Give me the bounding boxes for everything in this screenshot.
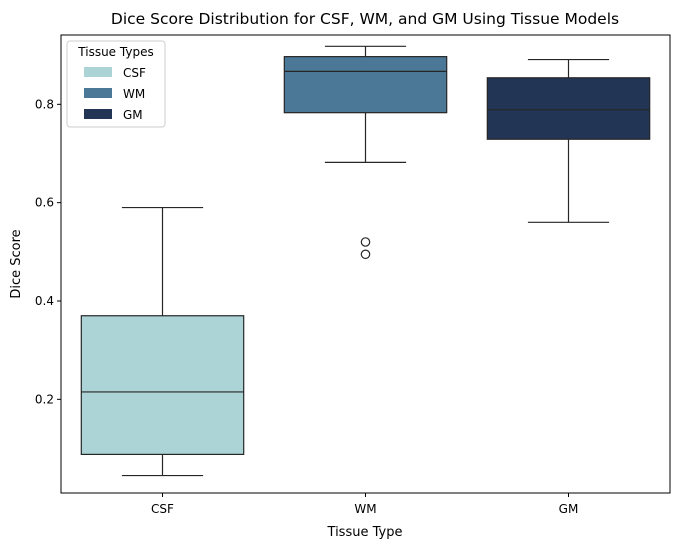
box-gm bbox=[486, 58, 651, 223]
legend-swatch-wm bbox=[84, 88, 112, 98]
outlier-point bbox=[360, 237, 371, 247]
y-axis: 0.2 0.4 0.6 0.8 bbox=[35, 97, 61, 406]
plot-area bbox=[80, 45, 651, 477]
y-tick-label: 0.8 bbox=[35, 97, 54, 111]
x-axis: CSF WM GM bbox=[151, 493, 578, 516]
y-tick-label: 0.2 bbox=[35, 392, 54, 406]
chart-title: Dice Score Distribution for CSF, WM, and… bbox=[111, 10, 619, 28]
legend-label-csf: CSF bbox=[123, 66, 146, 80]
x-tick-label: CSF bbox=[151, 502, 174, 516]
legend-swatch-csf bbox=[84, 67, 112, 77]
legend-title: Tissue Types bbox=[77, 45, 153, 59]
x-axis-label: Tissue Type bbox=[327, 525, 403, 540]
iqr-box bbox=[486, 77, 651, 140]
y-tick-label: 0.6 bbox=[35, 196, 54, 210]
legend-label-gm: GM bbox=[123, 108, 143, 122]
legend-label-wm: WM bbox=[123, 87, 145, 101]
box-csf bbox=[80, 206, 245, 477]
box-wm bbox=[283, 45, 448, 260]
y-axis-label: Dice Score bbox=[9, 229, 24, 298]
x-tick-label: WM bbox=[354, 502, 376, 516]
y-tick-label: 0.4 bbox=[35, 294, 54, 308]
legend-frame bbox=[66, 40, 166, 128]
iqr-box bbox=[283, 56, 448, 114]
iqr-box bbox=[80, 315, 245, 456]
x-tick-label: GM bbox=[559, 502, 579, 516]
legend-swatch-gm bbox=[84, 109, 112, 119]
outlier-point bbox=[360, 249, 371, 260]
legend: Tissue Types CSF WM GM bbox=[66, 40, 166, 128]
